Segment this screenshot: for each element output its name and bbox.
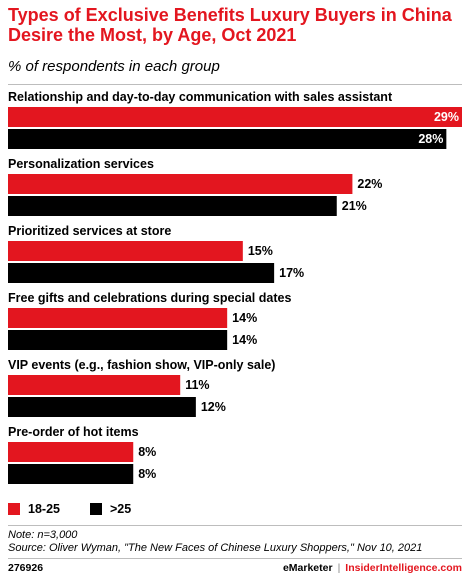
category-label: Personalization services — [8, 157, 154, 171]
category-label: Prioritized services at store — [8, 224, 171, 238]
bar-value-label: 8% — [138, 467, 156, 481]
bar-series-b — [8, 330, 228, 350]
bar-series-b — [8, 129, 447, 149]
bar-value-label: 21% — [342, 199, 367, 213]
category-label: Free gifts and celebrations during speci… — [8, 291, 291, 305]
bar-series-a — [8, 375, 181, 395]
bar-series-b — [8, 397, 196, 417]
bar-series-b — [8, 263, 275, 283]
note-text: Note: n=3,000 — [8, 529, 78, 541]
bar-series-b — [8, 464, 134, 484]
bar-series-a — [8, 241, 243, 261]
legend: 18-25 >25 — [8, 502, 161, 516]
legend-swatch-18-25 — [8, 503, 20, 515]
category-label: Relationship and day-to-day communicatio… — [8, 90, 393, 104]
footer-divider — [8, 558, 462, 559]
brand-separator: | — [337, 562, 341, 574]
bar-value-label: 29% — [434, 110, 459, 124]
brand-insider-intelligence: InsiderIntelligence.com — [345, 562, 462, 574]
bar-series-a — [8, 308, 228, 328]
chart-subtitle: % of respondents in each group — [8, 58, 220, 75]
bar-series-a — [8, 174, 353, 194]
bar-value-label: 28% — [418, 132, 443, 146]
source-text: Source: Oliver Wyman, "The New Faces of … — [8, 542, 423, 554]
legend-label-18-25: 18-25 — [28, 502, 60, 516]
category-label: VIP events (e.g., fashion show, VIP-only… — [8, 358, 275, 372]
bar-value-label: 12% — [201, 400, 226, 414]
bar-value-label: 14% — [232, 311, 257, 325]
chart-id: 276926 — [8, 562, 44, 574]
bar-series-b — [8, 196, 337, 216]
bar-value-label: 15% — [248, 244, 273, 258]
brand-emarketer: eMarketer — [282, 562, 333, 574]
notes-divider — [8, 525, 462, 526]
top-divider — [8, 84, 462, 85]
bar-chart: Relationship and day-to-day communicatio… — [8, 90, 462, 484]
legend-item-18-25: 18-25 — [8, 502, 60, 516]
legend-swatch-over-25 — [89, 503, 102, 515]
bar-series-a — [8, 442, 134, 462]
bar-value-label: 22% — [357, 177, 382, 191]
brand: eMarketer | InsiderIntelligence.com — [283, 562, 462, 574]
category-label: Pre-order of hot items — [8, 425, 139, 439]
bar-series-a — [8, 107, 462, 127]
legend-item-over-25: >25 — [89, 502, 132, 516]
bar-value-label: 11% — [185, 378, 209, 392]
bar-value-label: 8% — [138, 445, 156, 459]
bar-value-label: 17% — [279, 266, 304, 280]
legend-label-over-25: >25 — [109, 502, 132, 516]
bar-value-label: 14% — [232, 333, 257, 347]
chart-title: Types of Exclusive Benefits Luxury Buyer… — [8, 5, 452, 45]
